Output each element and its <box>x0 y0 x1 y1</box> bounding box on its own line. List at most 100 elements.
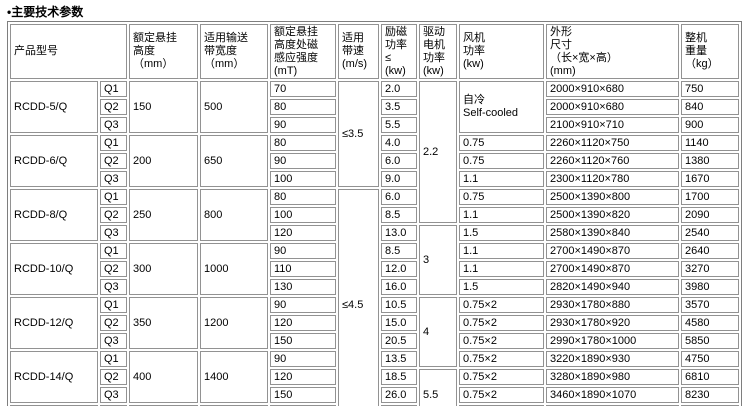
dimensions-cell: 2930×1780×880 <box>546 297 679 313</box>
table-row: Q2 100 8.5 1.1 2500×1390×820 2090 <box>10 207 739 223</box>
fan-power-cell: 0.75×2 <box>459 297 544 313</box>
weight-cell: 840 <box>681 99 739 115</box>
header-belt-width: 适用输送 带宽度 （mm） <box>200 24 268 79</box>
mt-cell: 80 <box>270 99 336 115</box>
q-cell: Q1 <box>100 189 127 205</box>
dimensions-cell: 2000×910×680 <box>546 81 679 97</box>
excitation-cell: 13.0 <box>381 225 417 241</box>
weight-cell: 4750 <box>681 351 739 367</box>
speed-cell: ≤3.5 <box>338 81 379 187</box>
mt-cell: 90 <box>270 153 336 169</box>
table-row: Q3 130 16.0 1.5 2820×1490×940 3980 <box>10 279 739 295</box>
mt-cell: 90 <box>270 351 336 367</box>
header-belt-speed: 适用 带速 (m/s) <box>338 24 379 79</box>
dimensions-cell: 2700×1490×870 <box>546 243 679 259</box>
q-cell: Q2 <box>100 99 127 115</box>
header-model: 产品型号 <box>10 24 127 79</box>
dimensions-cell: 2260×1120×750 <box>546 135 679 151</box>
height-cell: 400 <box>129 351 198 403</box>
weight-cell: 4580 <box>681 315 739 331</box>
fan-power-cell: 0.75 <box>459 135 544 151</box>
header-row: 产品型号 额定悬挂 高度 （mm） 适用输送 带宽度 （mm） 额定悬挂 高度处… <box>10 24 739 79</box>
height-cell: 300 <box>129 243 198 295</box>
weight-cell: 1380 <box>681 153 739 169</box>
dimensions-cell: 2000×910×680 <box>546 99 679 115</box>
model-cell: RCDD-12/Q <box>10 297 98 349</box>
weight-cell: 2640 <box>681 243 739 259</box>
beltwidth-cell: 1000 <box>200 243 268 295</box>
weight-cell: 8230 <box>681 387 739 403</box>
height-cell: 350 <box>129 297 198 349</box>
dimensions-cell: 3220×1890×930 <box>546 351 679 367</box>
dimensions-cell: 2990×1780×1000 <box>546 333 679 349</box>
excitation-cell: 9.0 <box>381 171 417 187</box>
excitation-cell: 3.5 <box>381 99 417 115</box>
table-row: Q3 90 5.5 2100×910×710 900 <box>10 117 739 133</box>
fan-power-cell: 0.75×2 <box>459 351 544 367</box>
mt-cell: 90 <box>270 297 336 313</box>
mt-cell: 150 <box>270 333 336 349</box>
table-row: RCDD-5/Q Q1 150 500 70 ≤3.5 2.0 2.2 自冷 S… <box>10 81 739 223</box>
q-cell: Q3 <box>100 171 127 187</box>
excitation-cell: 12.0 <box>381 261 417 277</box>
mt-cell: 130 <box>270 279 336 295</box>
q-cell: Q2 <box>100 261 127 277</box>
fan-power-cell: 1.1 <box>459 207 544 223</box>
mt-cell: 100 <box>270 207 336 223</box>
mt-cell: 90 <box>270 243 336 259</box>
dimensions-cell: 3280×1890×980 <box>546 369 679 385</box>
fan-power-cell: 自冷 Self-cooled <box>459 81 544 133</box>
height-cell: 150 <box>129 81 198 133</box>
technical-parameters-table: 产品型号 额定悬挂 高度 （mm） 适用输送 带宽度 （mm） 额定悬挂 高度处… <box>7 21 742 406</box>
q-cell: Q3 <box>100 225 127 241</box>
fan-power-cell: 0.75×2 <box>459 369 544 385</box>
table-row: Q2 80 3.5 2000×910×680 840 <box>10 99 739 115</box>
q-cell: Q2 <box>100 207 127 223</box>
beltwidth-cell: 650 <box>200 135 268 187</box>
excitation-cell: 16.0 <box>381 279 417 295</box>
fan-power-cell: 0.75 <box>459 153 544 169</box>
weight-cell: 2090 <box>681 207 739 223</box>
header-drive-motor-power: 驱动 电机 功率 (kw) <box>419 24 457 79</box>
table-row: Q2 90 6.0 0.75 2260×1120×760 1380 <box>10 153 739 169</box>
table-row: Q2 120 18.5 5.5 0.75×2 3280×1890×980 681… <box>10 369 739 406</box>
table-row: Q2 110 12.0 1.1 2700×1490×870 3270 <box>10 261 739 277</box>
table-row: Q3 100 9.0 1.1 2300×1120×780 1670 <box>10 171 739 187</box>
fan-power-cell: 1.5 <box>459 225 544 241</box>
speed-cell: ≤4.5 <box>338 189 379 406</box>
q-cell: Q3 <box>100 279 127 295</box>
model-cell: RCDD-10/Q <box>10 243 98 295</box>
table-row: RCDD-10/Q Q1 300 1000 90 8.5 1.1 2700×14… <box>10 243 739 295</box>
drive-power-cell: 2.2 <box>419 81 457 223</box>
table-row: RCDD-8/Q Q1 250 800 80 ≤4.5 6.0 0.75 250… <box>10 189 739 406</box>
q-cell: Q1 <box>100 351 127 367</box>
excitation-cell: 18.5 <box>381 369 417 385</box>
dimensions-cell: 3460×1890×1070 <box>546 387 679 403</box>
excitation-cell: 8.5 <box>381 207 417 223</box>
excitation-cell: 8.5 <box>381 243 417 259</box>
q-cell: Q3 <box>100 117 127 133</box>
excitation-cell: 13.5 <box>381 351 417 367</box>
excitation-cell: 5.5 <box>381 117 417 133</box>
mt-cell: 100 <box>270 171 336 187</box>
weight-cell: 5850 <box>681 333 739 349</box>
height-cell: 250 <box>129 189 198 241</box>
excitation-cell: 20.5 <box>381 333 417 349</box>
q-cell: Q2 <box>100 315 127 331</box>
table-row: Q3 150 26.0 0.75×2 3460×1890×1070 8230 <box>10 387 739 403</box>
q-cell: Q2 <box>100 153 127 169</box>
table-row: RCDD-12/Q Q1 350 1200 90 10.5 4 0.75×2 2… <box>10 297 739 367</box>
weight-cell: 3570 <box>681 297 739 313</box>
drive-power-cell: 4 <box>419 297 457 367</box>
mt-cell: 110 <box>270 261 336 277</box>
drive-power-cell: 5.5 <box>419 369 457 406</box>
beltwidth-cell: 500 <box>200 81 268 133</box>
weight-cell: 900 <box>681 117 739 133</box>
weight-cell: 750 <box>681 81 739 97</box>
mt-cell: 90 <box>270 117 336 133</box>
beltwidth-cell: 1400 <box>200 351 268 403</box>
fan-power-cell: 1.5 <box>459 279 544 295</box>
fan-power-cell: 0.75×2 <box>459 387 544 403</box>
excitation-cell: 4.0 <box>381 135 417 151</box>
